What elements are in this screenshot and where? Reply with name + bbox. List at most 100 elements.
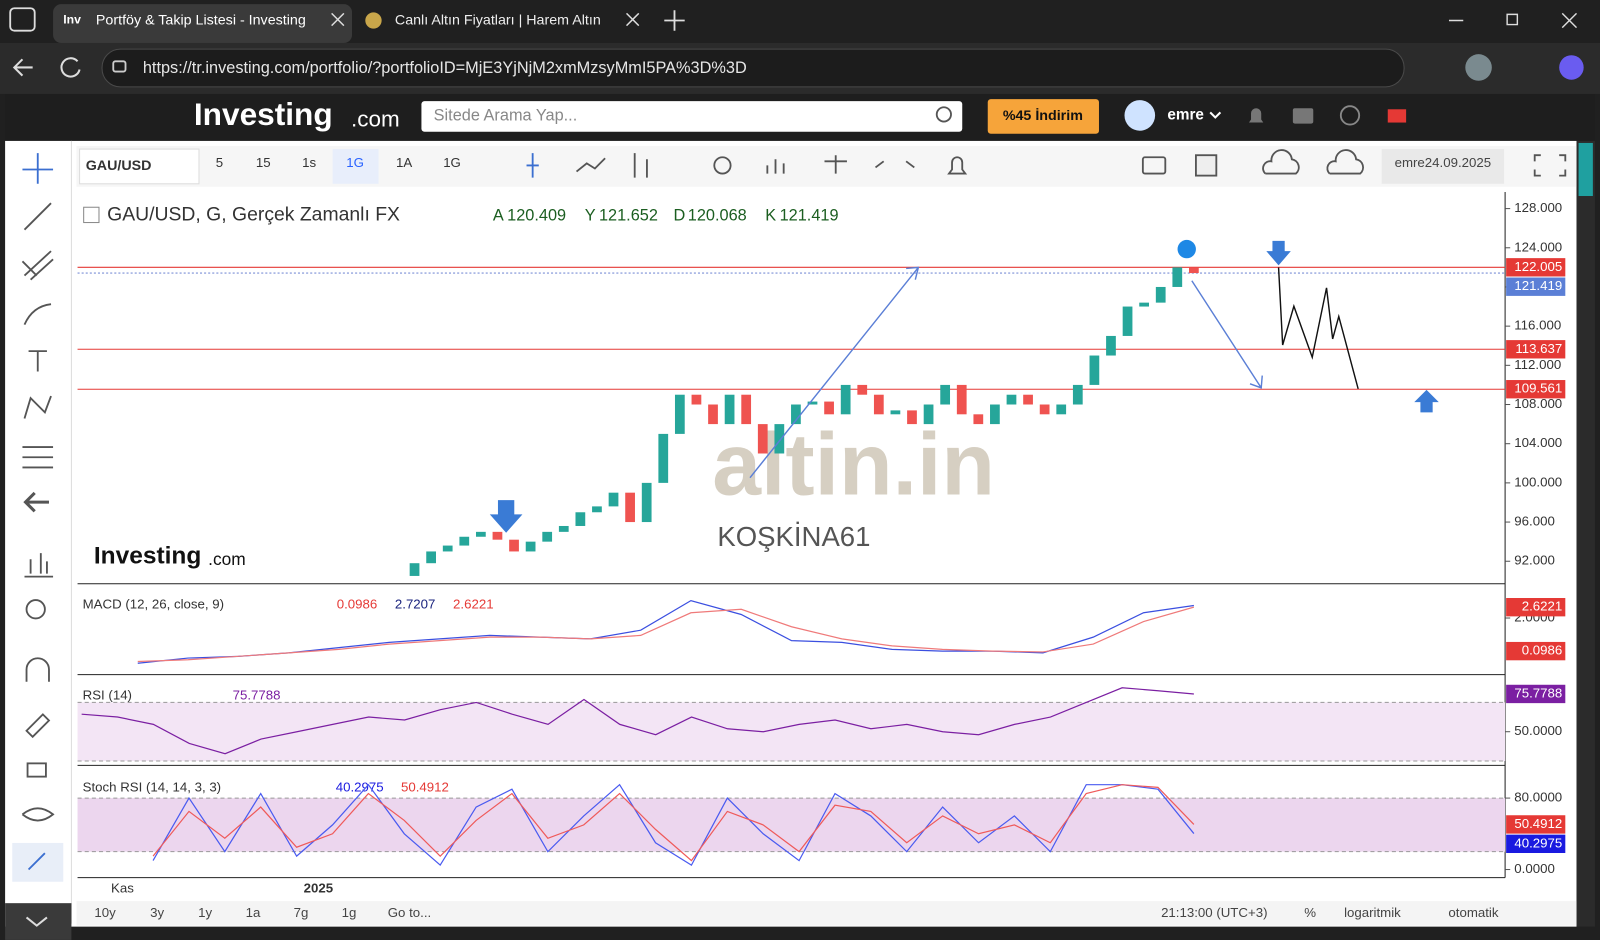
interval-button[interactable]: 1G	[443, 155, 461, 170]
profile-icon[interactable]	[1465, 54, 1492, 81]
reload-button[interactable]	[60, 57, 81, 78]
range-button[interactable]: 3y	[150, 905, 164, 920]
back-tool[interactable]	[23, 491, 49, 513]
search-box[interactable]	[421, 101, 963, 132]
magnet-tool[interactable]	[25, 657, 50, 682]
y-tick-label: 0.0000	[1514, 861, 1555, 876]
collapse-legend[interactable]	[83, 206, 100, 224]
interval-button[interactable]: 5	[216, 155, 223, 170]
compare[interactable]	[824, 155, 847, 174]
indicator-tool[interactable]	[24, 553, 54, 578]
promo-text[interactable]: %45 İndirim	[1003, 107, 1083, 124]
new-tab[interactable]	[664, 10, 685, 31]
range-button[interactable]: 10y	[94, 905, 116, 920]
alert[interactable]	[947, 156, 968, 175]
scroll-thumb[interactable]	[1578, 142, 1593, 197]
bottom-bar	[76, 901, 1577, 926]
y-tick-label: 80.0000	[1514, 790, 1562, 805]
pattern-tool[interactable]	[23, 395, 52, 419]
settings[interactable]	[713, 156, 732, 175]
fib-tool[interactable]	[22, 446, 54, 469]
cloud-load[interactable]	[1262, 149, 1300, 175]
range-button[interactable]: 1y	[198, 905, 212, 920]
bar-style[interactable]	[633, 153, 648, 178]
candle-body	[1155, 286, 1166, 303]
interval-button[interactable]: 1G	[346, 155, 364, 170]
log-toggle[interactable]: logaritmik	[1344, 905, 1401, 920]
color-box[interactable]	[1195, 154, 1218, 177]
user-caret[interactable]	[1209, 111, 1222, 119]
tab-title[interactable]: Canlı Altın Fiyatları | Harem Altın	[395, 12, 601, 28]
candle-body	[708, 404, 718, 425]
user-name[interactable]: emre	[1167, 106, 1204, 123]
candle-body	[724, 394, 735, 425]
active-tab[interactable]	[53, 4, 353, 43]
promo-button[interactable]	[987, 99, 1099, 134]
lock-icon	[112, 60, 127, 73]
goto-button[interactable]: Go to...	[388, 905, 431, 920]
active-interval[interactable]	[332, 149, 379, 184]
symbol-box[interactable]	[79, 148, 200, 185]
interval-button[interactable]: 1s	[302, 155, 316, 170]
percent-toggle[interactable]: %	[1304, 905, 1316, 920]
avatar[interactable]	[1124, 100, 1156, 131]
tab-close[interactable]	[331, 12, 345, 27]
portfolio-icon[interactable]	[1292, 108, 1314, 124]
layout-box[interactable]	[1381, 149, 1505, 184]
line-tool[interactable]	[23, 202, 52, 231]
clock-icon[interactable]	[1339, 105, 1361, 126]
candle-body	[1139, 302, 1150, 307]
copilot-icon[interactable]	[1559, 55, 1584, 80]
collapse-button[interactable]	[5, 903, 72, 940]
bell-icon[interactable]	[1248, 108, 1264, 123]
candle-body	[475, 531, 486, 537]
interval-button[interactable]: 15	[256, 155, 271, 170]
candle-body	[757, 424, 768, 454]
range-button[interactable]: 1g	[342, 905, 357, 920]
sidebar-icon[interactable]	[9, 7, 36, 32]
text-tool[interactable]	[28, 350, 47, 372]
y-tick-label: 92.000	[1514, 553, 1555, 568]
tab-close[interactable]	[625, 12, 640, 27]
back-button[interactable]	[12, 58, 33, 77]
position-marker[interactable]	[1177, 239, 1196, 259]
flag-icon[interactable]	[1387, 109, 1407, 123]
interval-button[interactable]: 1A	[396, 155, 412, 170]
range-button[interactable]: 1a	[246, 905, 261, 920]
window-controls[interactable]	[1448, 12, 1578, 29]
site-logo[interactable]: Investing	[194, 96, 333, 132]
auto-toggle[interactable]: otomatik	[1448, 905, 1498, 920]
crosshair-tool[interactable]	[22, 153, 54, 184]
link-tool[interactable]	[27, 852, 46, 871]
symbol[interactable]: GAU/USD	[86, 158, 152, 174]
lock-draw-tool[interactable]	[25, 713, 51, 739]
scrollbar	[1576, 140, 1595, 927]
search-icon[interactable]	[935, 106, 952, 123]
layout-name[interactable]: emre24.09.2025	[1395, 155, 1492, 170]
indicators[interactable]	[766, 159, 785, 174]
candle-style[interactable]	[526, 153, 539, 178]
brush-tool[interactable]	[23, 303, 52, 325]
stoch-axis-label-bg	[1506, 834, 1566, 854]
cloud-save[interactable]	[1326, 149, 1364, 175]
zoom-tool[interactable]	[25, 599, 46, 620]
price-label: 121.419	[1514, 278, 1562, 293]
tab-title[interactable]: Portföy & Takip Listesi - Investing	[96, 12, 306, 28]
site-logo-suffix[interactable]: .com	[351, 106, 400, 131]
visibility-tool[interactable]	[21, 807, 55, 822]
line-style[interactable]	[575, 157, 606, 173]
lock-tool[interactable]	[26, 762, 47, 778]
candle-body	[442, 545, 453, 552]
screenshot[interactable]	[1141, 156, 1167, 175]
link-tool-bg[interactable]	[12, 842, 64, 882]
fullscreen[interactable]	[1533, 154, 1567, 177]
range-button[interactable]: 7g	[294, 905, 309, 920]
undo-redo[interactable]	[874, 160, 915, 169]
content-bg	[5, 140, 1577, 927]
y-tick-label: 128.000	[1514, 200, 1562, 215]
candle-body	[873, 394, 884, 415]
url-box[interactable]	[101, 48, 1405, 88]
url-text[interactable]: https://tr.investing.com/portfolio/?port…	[143, 59, 747, 77]
pitchfork-tool[interactable]	[21, 250, 54, 281]
search-placeholder[interactable]: Sitede Arama Yap...	[434, 107, 578, 125]
